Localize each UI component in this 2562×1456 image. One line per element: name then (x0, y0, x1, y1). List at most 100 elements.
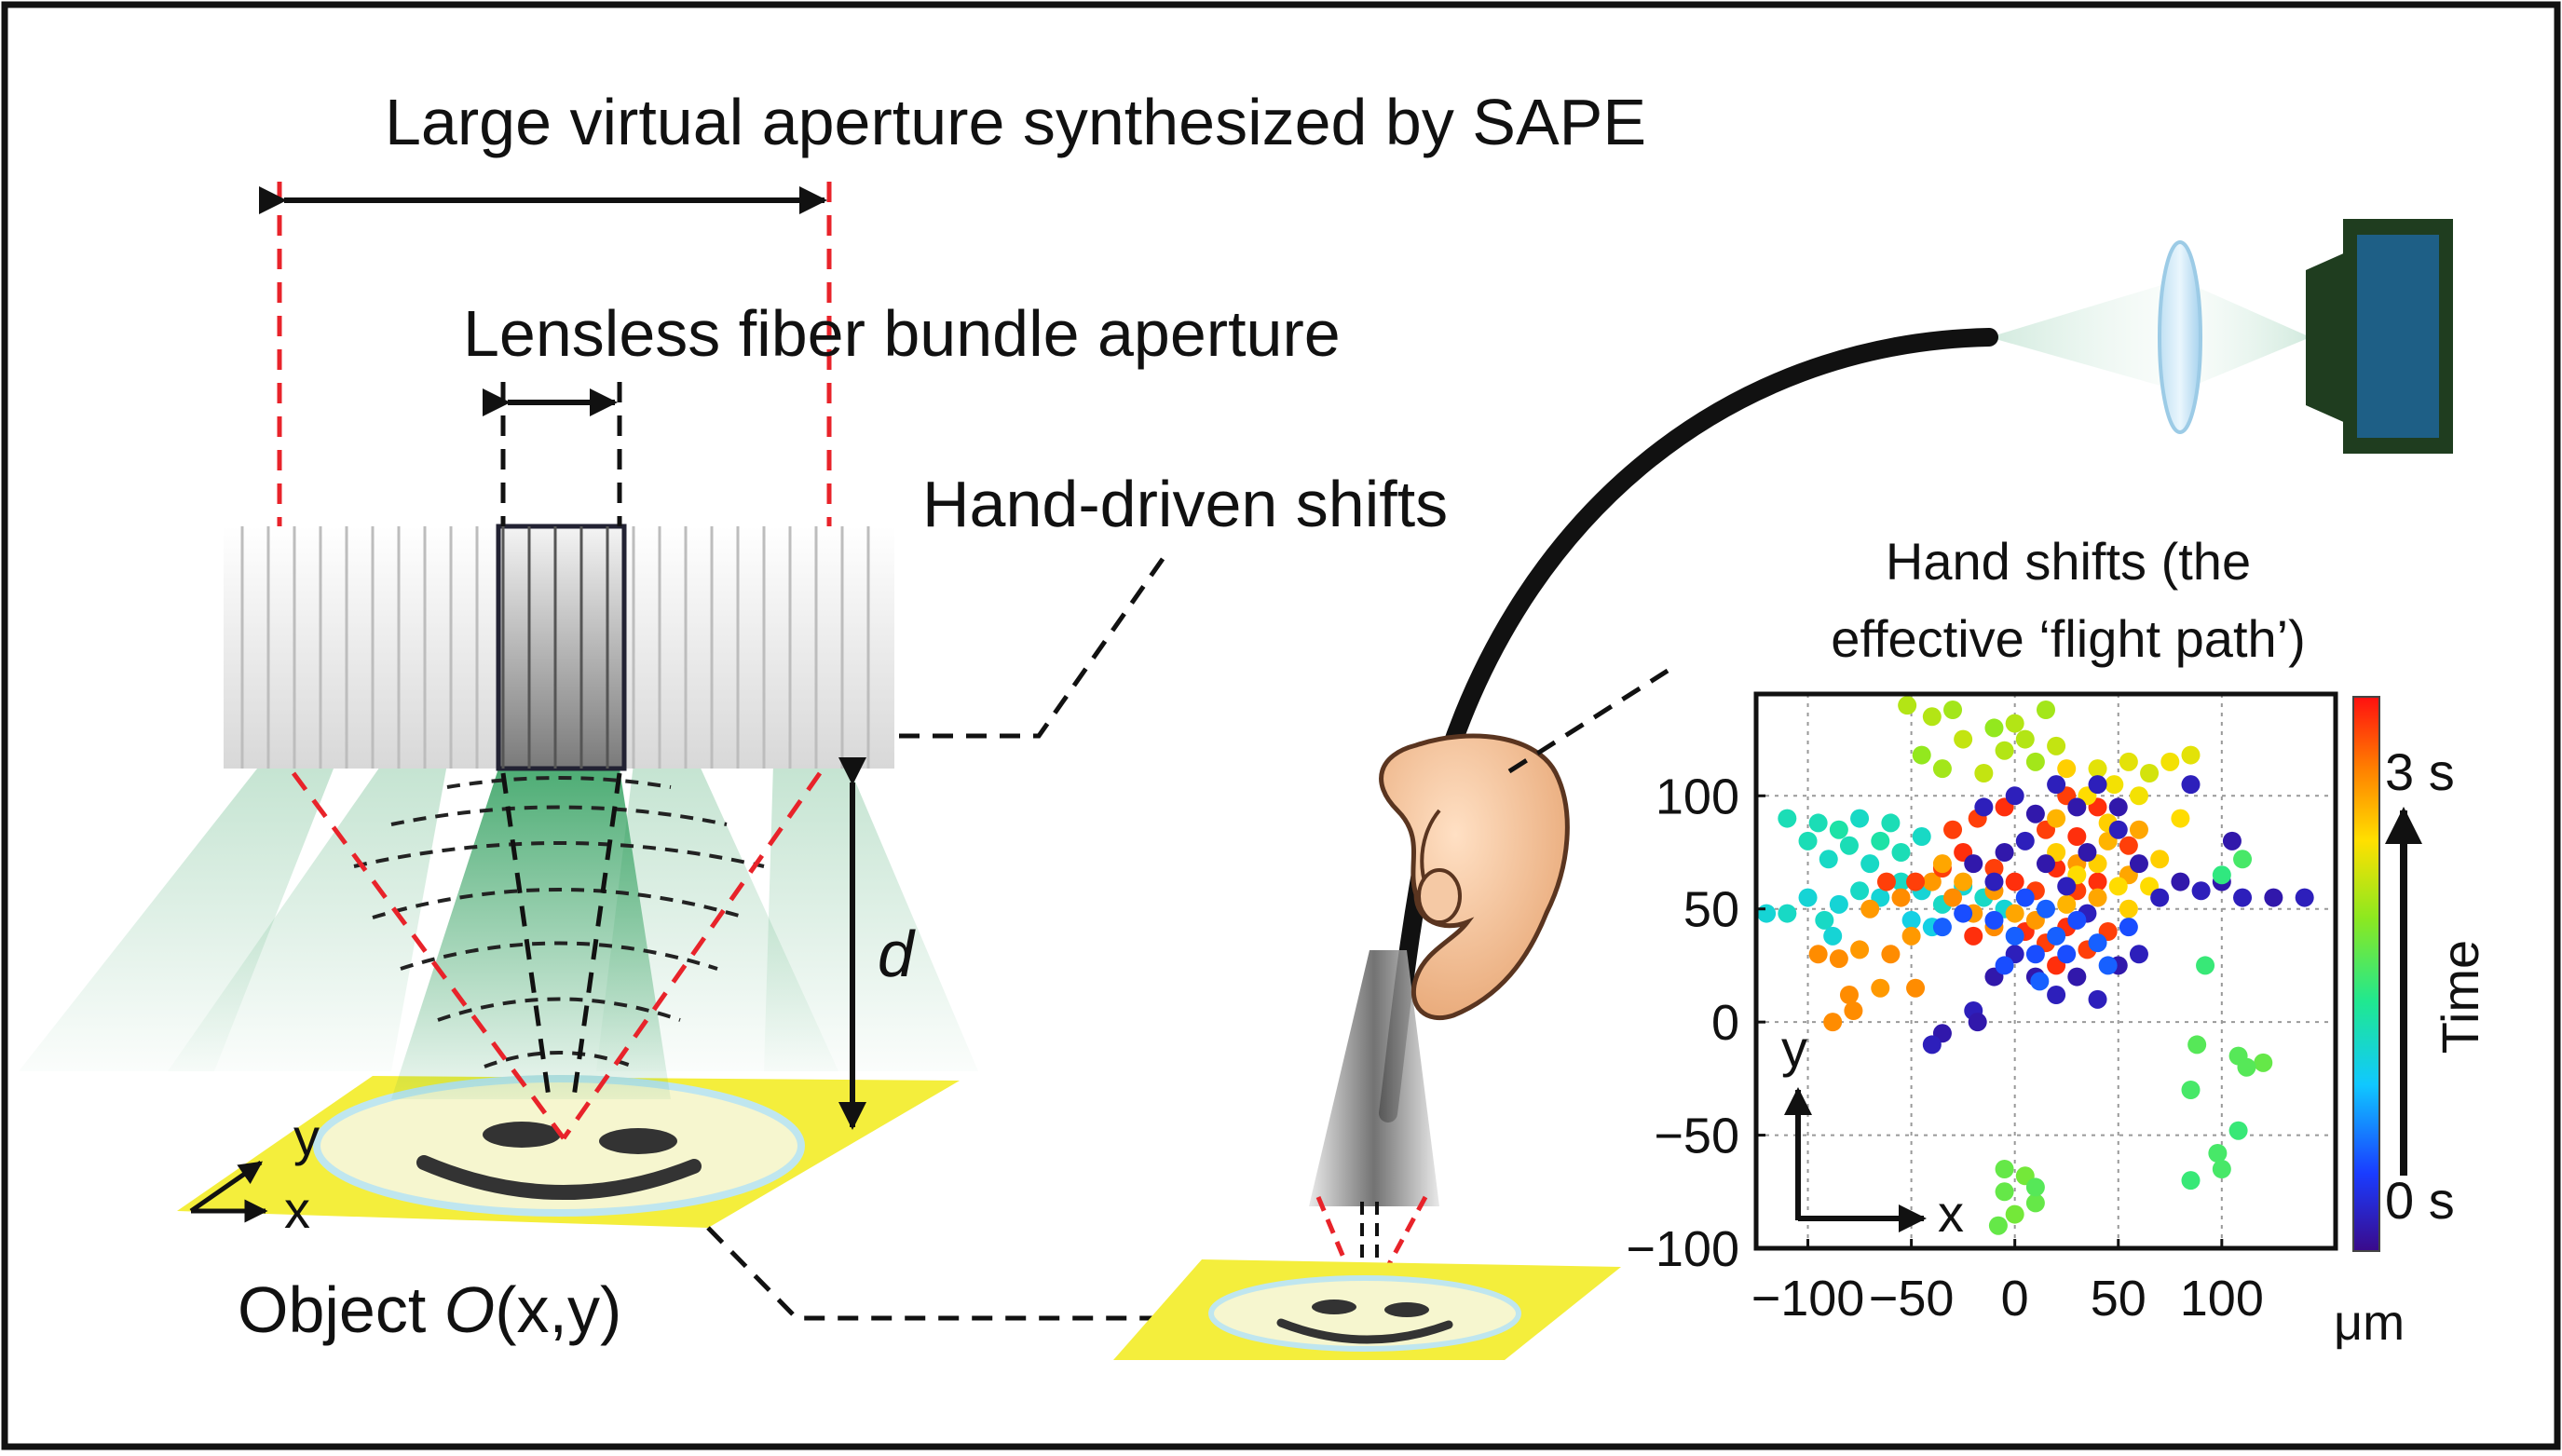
scatter-point (2015, 831, 2035, 850)
scatter-point (1901, 910, 1921, 930)
scatter-point (2088, 775, 2107, 795)
inset-title-line1: Hand shifts (the (1886, 532, 2251, 591)
scatter-point (2233, 888, 2253, 907)
scatter-point (1876, 872, 1896, 891)
y-tick-label: 0 (1711, 995, 1739, 1051)
scatter-point (1891, 843, 1911, 862)
y-tick-label: 50 (1683, 882, 1739, 938)
scatter-point (1901, 926, 1921, 946)
virtual-aperture-lines (277, 182, 832, 1140)
scatter-point (1778, 809, 1797, 828)
colorbar-min-label: 0 s (2385, 1171, 2455, 1230)
scatter-point (2237, 1057, 2256, 1077)
scatter-point (2212, 865, 2231, 885)
scatter-point (1932, 918, 1952, 937)
scatter-point (1995, 843, 2014, 862)
scatter-point (1995, 1160, 2014, 1178)
scatter-point (1932, 854, 1952, 874)
shifted-beam-right (764, 764, 978, 1071)
scatter-point (1839, 986, 1859, 1004)
scatter-point (1954, 729, 1973, 749)
scatter-point (2025, 804, 2045, 823)
chart-points (1757, 696, 2314, 1235)
scatter-point (2196, 956, 2215, 975)
fiber-bundle-center (496, 524, 627, 771)
scatter-point (1922, 707, 1942, 727)
scatter-point (1974, 764, 1994, 782)
scatter-point (2222, 831, 2242, 850)
scatter-point (1891, 888, 1911, 907)
scatter-point (1995, 1182, 2014, 1202)
scatter-point (1844, 1001, 1863, 1020)
scatter-point (1798, 888, 1818, 907)
scatter-point (2025, 1177, 2045, 1197)
scatter-point (1819, 850, 1838, 869)
inset-chart: Hand shifts (the effective ‘flight path’… (1626, 532, 2489, 1351)
scatter-point (1839, 836, 1859, 855)
scatter-point (1815, 910, 1834, 930)
scatter-point (1871, 831, 1890, 850)
scatter-point (2105, 775, 2124, 795)
object-label-symbol: O (444, 1273, 495, 1346)
hand-icon (1379, 733, 1570, 1021)
scatter-point (2025, 945, 2045, 964)
tip-black-lines (1360, 1202, 1379, 1295)
y-tick-label: −50 (1654, 1109, 1739, 1164)
scatter-point (1988, 1216, 2008, 1235)
sample-y-label: y (293, 1108, 320, 1166)
scatter-point (2005, 786, 2024, 806)
scatter-point (1871, 978, 1890, 998)
small-smiley-left-eye (1312, 1300, 1356, 1314)
scatter-point (1932, 759, 1952, 779)
scatter-point (1906, 872, 1926, 891)
small-smiley-right-eye (1384, 1302, 1429, 1317)
scatter-point (1964, 854, 1983, 874)
scatter-point (1860, 899, 1880, 919)
relay-lens (2158, 240, 2202, 434)
scatter-point (2119, 752, 2138, 771)
scatter-point (1906, 978, 1926, 998)
scatter-point (2171, 809, 2190, 828)
fiber-aperture-lines (500, 382, 622, 1105)
scatter-point (1995, 741, 2014, 760)
scatter-point (1995, 956, 2014, 975)
scatter-point (2088, 759, 2107, 779)
scatter-point (2187, 1035, 2207, 1055)
scatter-point (2078, 843, 2097, 862)
inset-x-label: x (1938, 1184, 1964, 1243)
relay-light-right (2180, 279, 2310, 391)
scatter-point (2057, 759, 2077, 779)
fiber-bundle-array (224, 524, 894, 771)
object-label-suffix: (x,y) (495, 1273, 621, 1346)
scatter-point (2098, 956, 2118, 975)
scatter-point (1943, 888, 1963, 907)
scatter-point (2057, 877, 2077, 896)
sample-x-label: x (284, 1180, 310, 1239)
scatter-point (1922, 872, 1942, 891)
scatter-point (2150, 888, 2170, 907)
inset-y-label: y (1781, 1019, 1807, 1078)
scatter-point (1881, 945, 1901, 964)
scatter-point (2254, 1053, 2273, 1072)
scatter-point (2005, 926, 2024, 946)
colorbar-title: Time (2431, 940, 2489, 1054)
scatter-point (1984, 910, 2004, 930)
scatter-point (2181, 1171, 2201, 1191)
scatter-point (2047, 775, 2066, 795)
scatter-point (2047, 986, 2066, 1004)
chart-grid (1756, 694, 2336, 1249)
scatter-point (1823, 926, 1843, 946)
shifted-beam-2 (168, 764, 447, 1071)
camera-mount (2306, 252, 2348, 424)
scatter-point (2129, 945, 2148, 964)
scatter-point (1984, 718, 2004, 738)
scatter-point (2191, 881, 2211, 901)
x-tick-label: −50 (1869, 1271, 1955, 1327)
scatter-point (2005, 904, 2024, 923)
scatter-point (2015, 729, 2035, 749)
scatter-point (2129, 854, 2148, 874)
scatter-point (2067, 797, 2087, 817)
relay-light-left (1989, 279, 2180, 391)
